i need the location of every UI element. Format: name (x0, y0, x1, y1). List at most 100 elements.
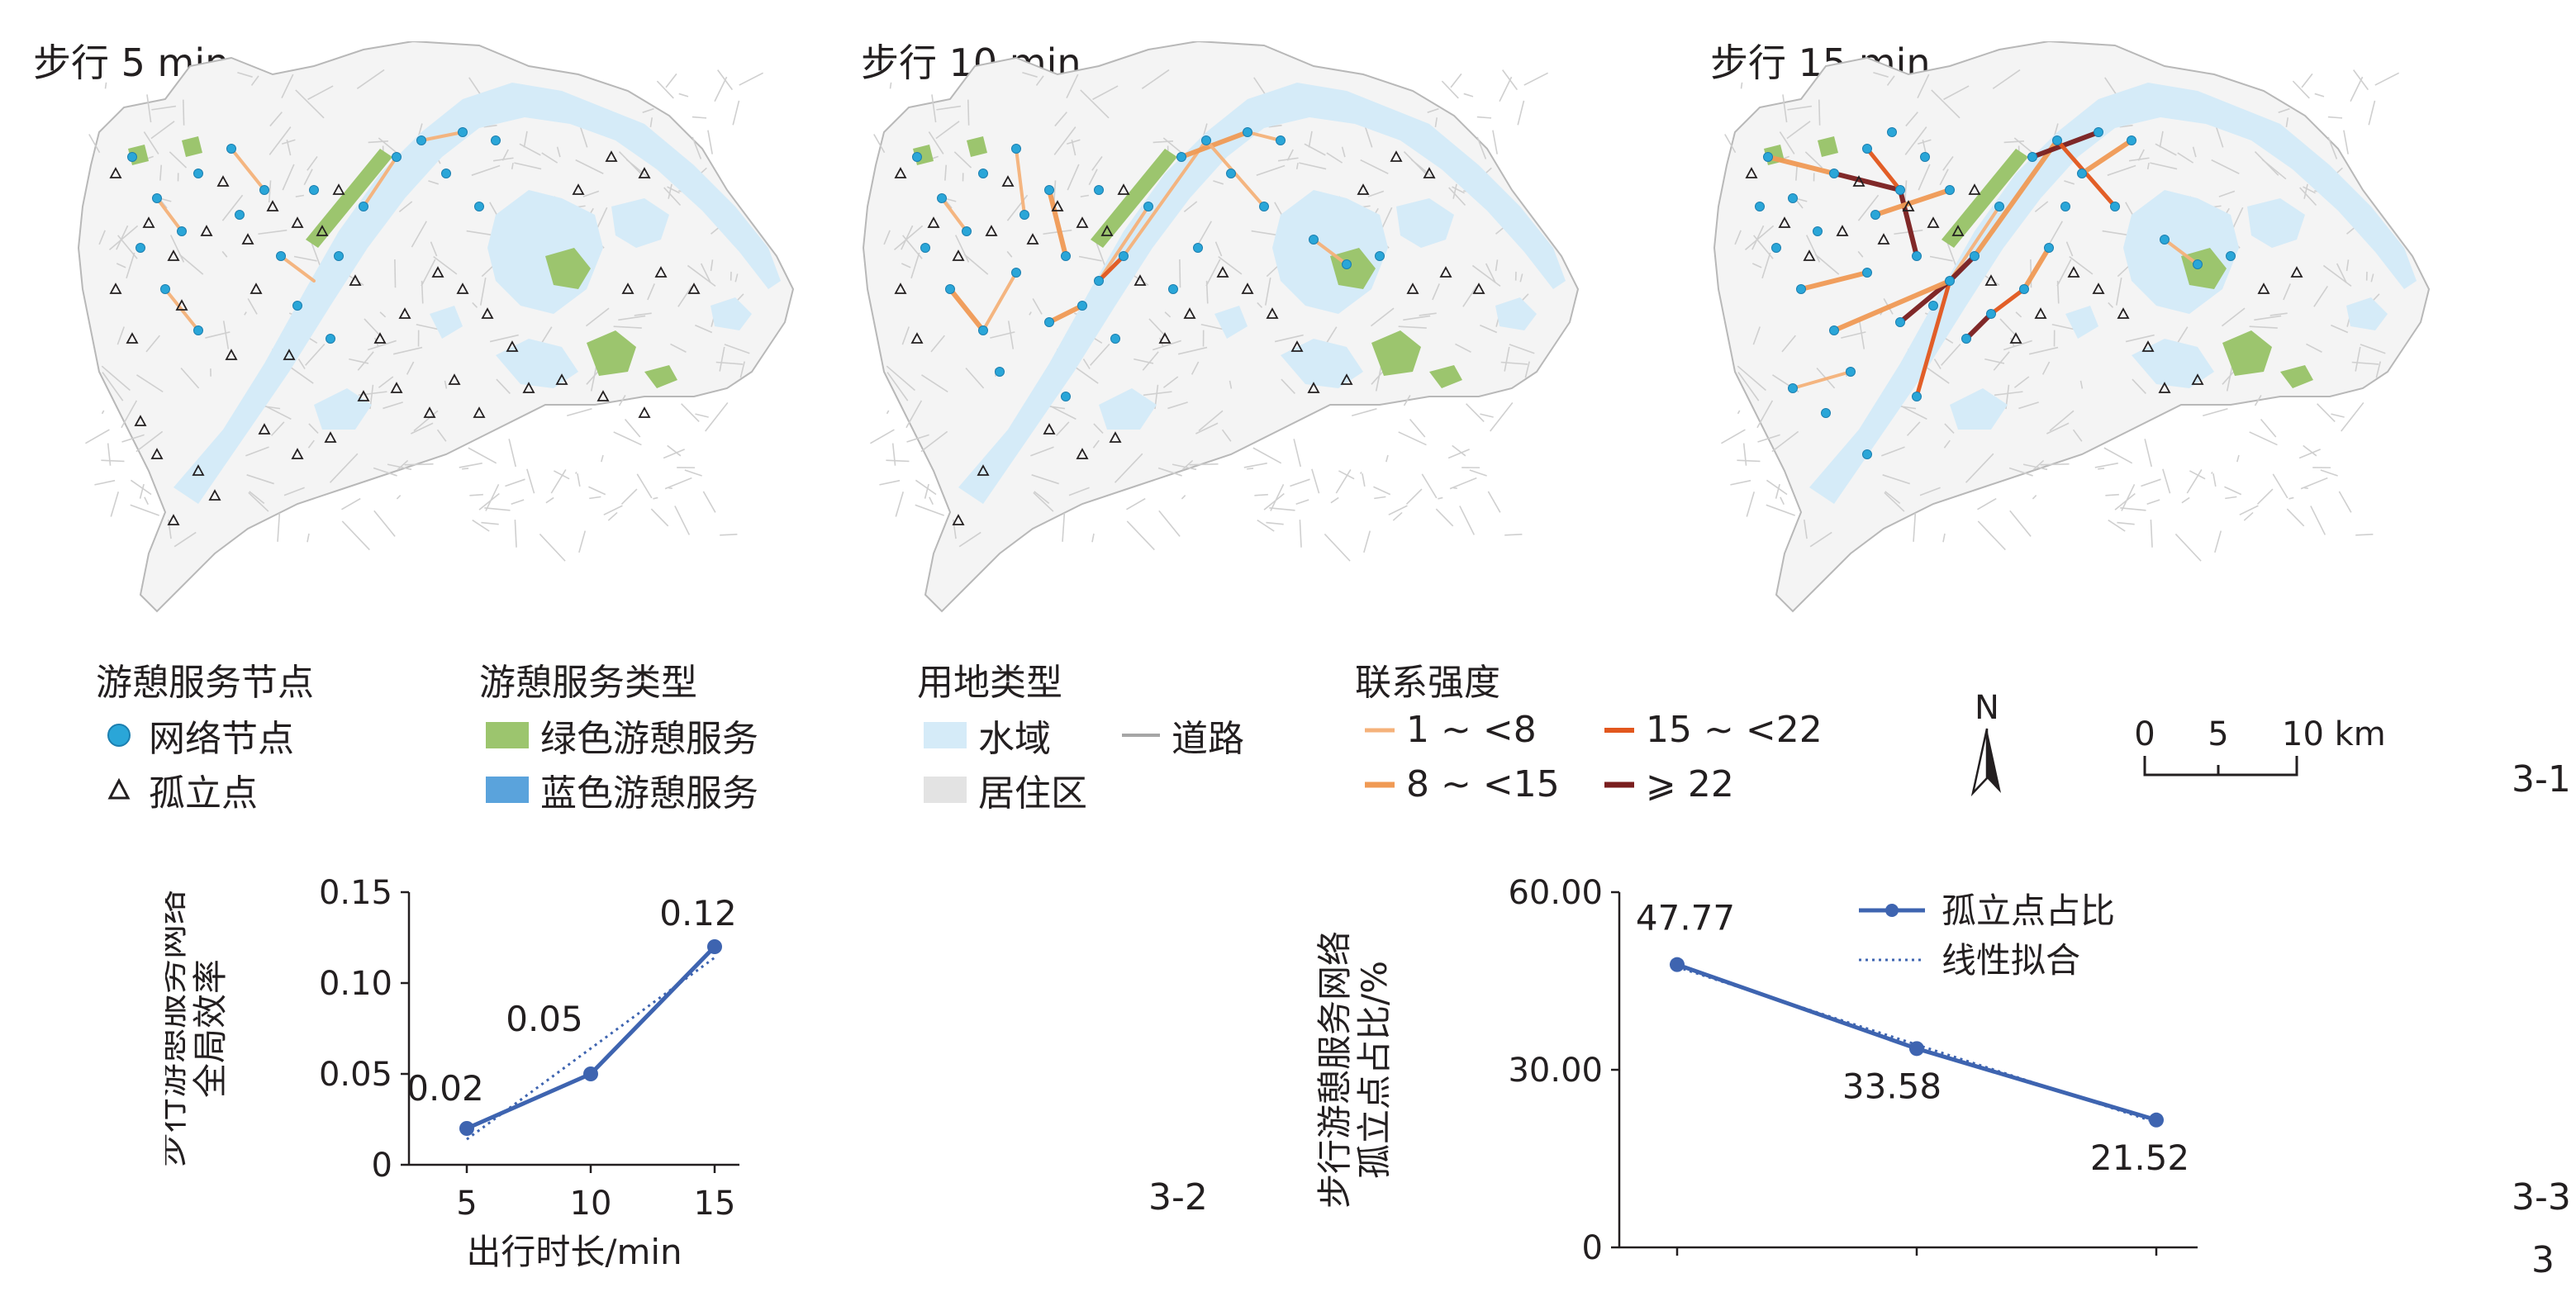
isolated-node (1357, 183, 1370, 195)
network-node (441, 169, 451, 178)
road (906, 434, 929, 443)
service-link (2079, 138, 2134, 176)
isolated-node (1266, 307, 1279, 319)
road (281, 139, 296, 145)
network-node (2127, 135, 2136, 145)
chart-isolated-ratio: 030.0060.0051015出行时长/min步行游憩服务网络孤立点占比/%4… (1314, 874, 2198, 1272)
road (1480, 324, 1498, 334)
road (910, 252, 920, 279)
network-node (1243, 127, 1252, 137)
isolated-node (2158, 382, 2171, 393)
road (1266, 521, 1284, 525)
isolated-node (266, 200, 279, 211)
network-node (259, 185, 269, 195)
road (139, 483, 145, 499)
road (1126, 520, 1155, 551)
road (2283, 283, 2291, 301)
road (1091, 156, 1103, 171)
isolated-node (283, 349, 296, 360)
road (2345, 259, 2350, 272)
road (150, 121, 175, 140)
road (1917, 74, 1930, 99)
isolated-node (894, 167, 907, 178)
road (1252, 447, 1282, 464)
road (2022, 463, 2048, 471)
road (1466, 403, 1485, 423)
road (901, 326, 910, 345)
road (101, 459, 125, 463)
road (1943, 85, 1970, 101)
service-link (2022, 245, 2051, 292)
road (472, 302, 478, 308)
isolated-node (481, 307, 494, 319)
road (1495, 259, 1499, 272)
road (178, 254, 204, 275)
road (1492, 130, 1498, 154)
road (2288, 496, 2294, 500)
road (1299, 520, 1302, 548)
road (1421, 473, 1438, 499)
road (1183, 201, 1198, 212)
road (585, 307, 610, 327)
road (2299, 187, 2317, 207)
service-link (1766, 154, 1837, 176)
road (930, 335, 945, 353)
network-node (1788, 383, 1798, 393)
road (1471, 264, 1501, 287)
road (1338, 470, 1355, 480)
network-node (226, 144, 236, 154)
road (2150, 520, 2153, 548)
network-node (1870, 210, 1880, 220)
service-link (279, 254, 316, 283)
road (1254, 493, 1268, 496)
road (1256, 164, 1286, 176)
road (2155, 143, 2177, 156)
road (1751, 263, 1762, 268)
road (392, 346, 423, 355)
residential-swatch (924, 777, 967, 803)
service-link (2163, 238, 2199, 266)
road (1157, 467, 1182, 477)
network-node (193, 325, 203, 335)
road (2303, 183, 2308, 199)
road (221, 194, 244, 221)
data-point (707, 939, 722, 954)
road (2003, 340, 2032, 351)
road (929, 496, 934, 506)
road (1078, 255, 1102, 262)
y-axis-label: 步行游憩服务网络 (1314, 931, 1355, 1209)
road (1737, 459, 1761, 463)
network-node (1994, 202, 2004, 211)
water-swatch (924, 722, 967, 748)
network-node (1259, 202, 1269, 211)
service-link (981, 271, 1018, 332)
road (514, 520, 517, 548)
y-tick-label: 0 (372, 1147, 392, 1185)
network-node (392, 152, 402, 162)
isolated-node (1836, 225, 1849, 236)
network-node (2226, 251, 2236, 261)
network-node (1193, 243, 1203, 253)
road (677, 285, 693, 307)
road (1114, 453, 1143, 483)
road (1490, 401, 1514, 432)
isolated-node-marker (107, 777, 131, 800)
road (108, 225, 139, 251)
road (492, 157, 514, 162)
network-node (1276, 135, 1286, 145)
road (182, 99, 185, 126)
road (421, 259, 436, 287)
network-node (1061, 392, 1071, 401)
road (1269, 507, 1295, 511)
service-link (1865, 146, 1903, 192)
road (2212, 473, 2217, 487)
road (2336, 263, 2347, 283)
road (468, 447, 497, 464)
road (2102, 230, 2127, 235)
road (2189, 470, 2206, 480)
road (1517, 100, 1525, 126)
network-node (945, 284, 955, 294)
network-node (1119, 251, 1129, 261)
road (307, 156, 318, 171)
road (931, 94, 937, 123)
